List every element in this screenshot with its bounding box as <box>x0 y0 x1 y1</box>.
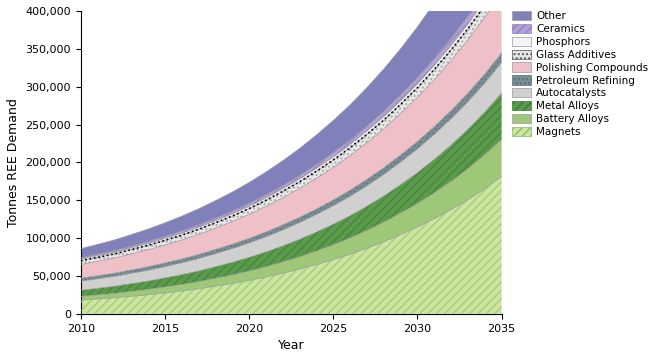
Y-axis label: Tonnes REE Demand: Tonnes REE Demand <box>7 98 20 227</box>
X-axis label: Year: Year <box>278 339 305 352</box>
Legend: Other, Ceramics, Phosphors, Glass Additives, Polishing Compounds, Petroleum Refi: Other, Ceramics, Phosphors, Glass Additi… <box>511 10 649 138</box>
